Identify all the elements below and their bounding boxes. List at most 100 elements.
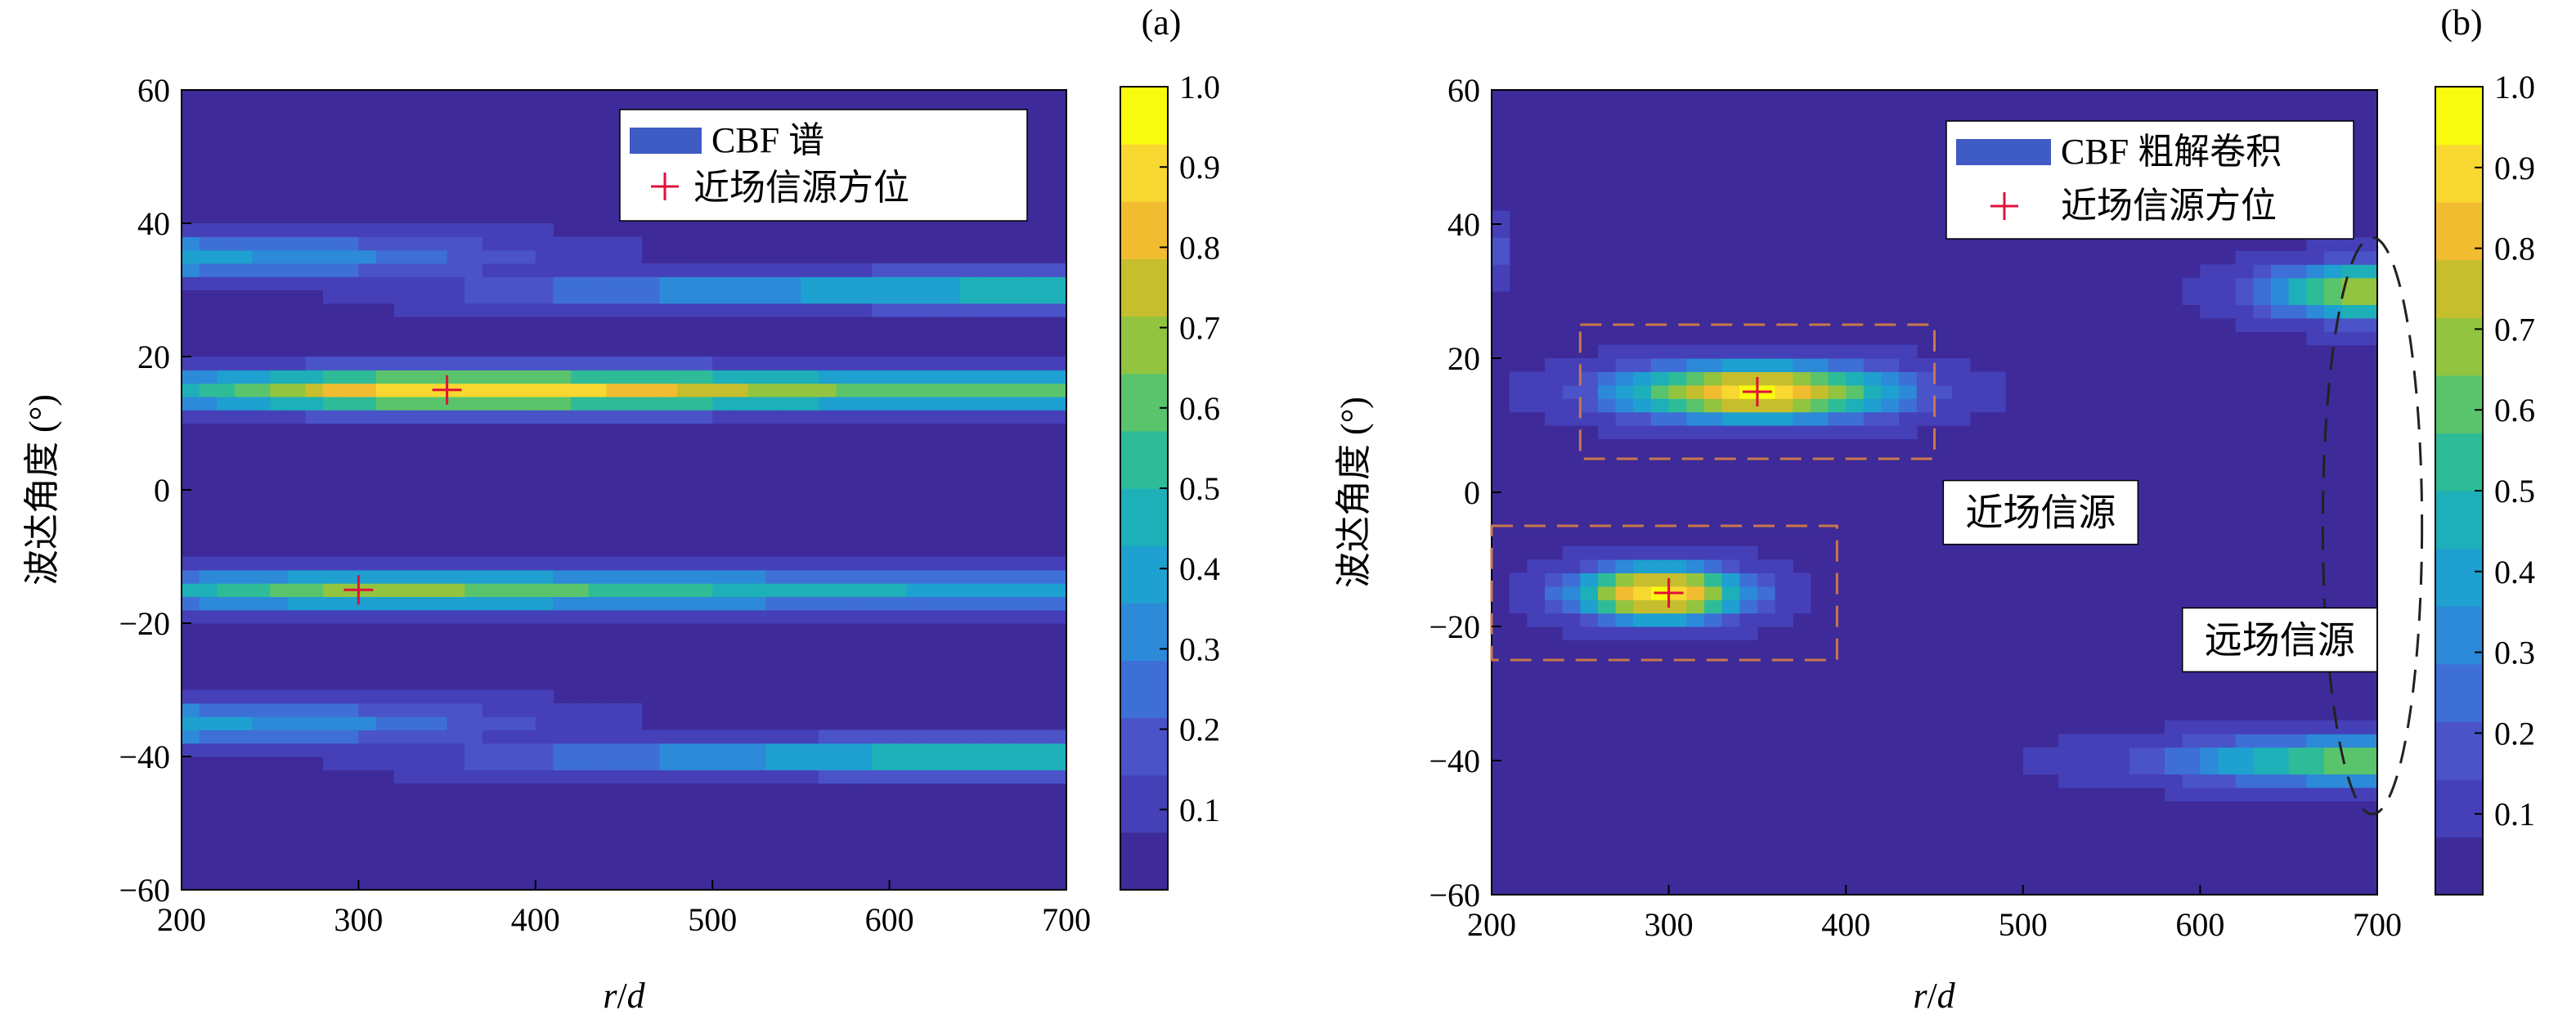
heatmap-cell xyxy=(1492,210,1510,225)
heatmap-cell xyxy=(1580,371,1599,386)
heatmap-cell xyxy=(1721,371,1740,386)
heatmap-cell xyxy=(234,596,254,611)
heatmap-cell xyxy=(1013,583,1032,597)
heatmap-cell xyxy=(518,290,536,304)
heatmap-cell xyxy=(1775,371,1793,386)
heatmap-cell xyxy=(765,290,784,304)
heatmap-cell xyxy=(1721,344,1740,359)
heatmap-cell xyxy=(624,396,643,411)
heatmap-cell xyxy=(1739,398,1758,413)
heatmap-cell xyxy=(2235,774,2254,788)
heatmap-cell xyxy=(606,743,625,757)
heatmap-cell xyxy=(1598,358,1617,372)
heatmap-cell xyxy=(1810,371,1829,386)
heatmap-cell xyxy=(464,556,483,571)
heatmap-cell xyxy=(2094,747,2112,761)
heatmap-cell xyxy=(1703,559,1723,573)
heatmap-cell xyxy=(553,303,572,317)
x-tick-label: 600 xyxy=(865,901,914,938)
heatmap-cell xyxy=(500,236,518,251)
heatmap-cell xyxy=(252,716,271,730)
heatmap-cell xyxy=(588,583,607,597)
heatmap-cell xyxy=(1775,398,1793,413)
heatmap-cell xyxy=(411,770,430,784)
heatmap-cell xyxy=(659,770,678,784)
heatmap-cell xyxy=(694,290,713,304)
heatmap-cell xyxy=(659,396,678,411)
heatmap-cell xyxy=(500,756,518,770)
colorbar-tick-label: 1.0 xyxy=(1179,69,1220,105)
heatmap-cell xyxy=(393,583,412,597)
heatmap-cell xyxy=(1916,398,1936,413)
heatmap-cell xyxy=(305,236,324,251)
heatmap-cell xyxy=(429,583,448,597)
heatmap-cell xyxy=(1615,545,1634,560)
heatmap-cell xyxy=(1863,384,1883,399)
heatmap-cell xyxy=(482,609,501,624)
heatmap-cell xyxy=(411,370,430,384)
heatmap-cell xyxy=(1739,545,1758,560)
y-tick-label: 40 xyxy=(137,205,170,242)
heatmap-cell xyxy=(2359,774,2377,788)
heatmap-cell xyxy=(889,383,908,397)
heatmap-cell xyxy=(747,569,766,584)
heatmap-cell xyxy=(606,770,625,784)
heatmap-cell xyxy=(182,263,200,277)
heatmap-cell xyxy=(2271,317,2290,332)
heatmap-cell xyxy=(2288,291,2307,305)
heatmap-cell xyxy=(287,716,306,730)
heatmap-cell xyxy=(270,357,289,370)
heatmap-cell xyxy=(729,770,748,784)
colorbar-segment xyxy=(2435,87,2483,146)
heatmap-cell xyxy=(588,370,607,384)
heatmap-cell xyxy=(2324,761,2343,774)
heatmap-cell xyxy=(270,249,289,264)
heatmap-cell xyxy=(2359,761,2377,774)
heatmap-cell xyxy=(2359,747,2377,761)
heatmap-cell xyxy=(819,263,837,277)
heatmap-cell xyxy=(995,770,1014,784)
heatmap-cell xyxy=(482,410,501,424)
heatmap-cell xyxy=(1633,358,1652,372)
heatmap-cell xyxy=(358,743,377,757)
heatmap-cell xyxy=(659,263,678,277)
heatmap-cell xyxy=(553,249,572,264)
heatmap-cell xyxy=(1934,398,1953,413)
heatmap-cell xyxy=(2271,250,2290,265)
y-tick-label: 40 xyxy=(1447,206,1480,243)
heatmap-cell xyxy=(836,770,855,784)
heatmap-cell xyxy=(783,263,801,277)
x-tick-label: 600 xyxy=(2175,906,2224,943)
heatmap-cell xyxy=(199,583,218,597)
heatmap-cell xyxy=(1650,572,1670,587)
heatmap-cell xyxy=(1650,545,1670,560)
heatmap-cell xyxy=(1527,398,1546,413)
heatmap-cell xyxy=(1668,398,1687,413)
heatmap-cell xyxy=(1509,572,1528,587)
heatmap-cell xyxy=(995,357,1014,370)
heatmap-cell xyxy=(924,263,944,277)
heatmap-cell xyxy=(960,290,979,304)
heatmap-cell xyxy=(1562,384,1581,399)
heatmap-cell xyxy=(305,596,324,611)
heatmap-cell xyxy=(606,569,625,584)
heatmap-cell xyxy=(641,357,660,370)
heatmap-cell xyxy=(518,303,536,317)
heatmap-cell xyxy=(234,370,254,384)
heatmap-cell xyxy=(518,223,536,237)
heatmap-cell xyxy=(305,383,324,397)
heatmap-cell xyxy=(482,370,501,384)
heatmap-cell xyxy=(924,609,944,624)
heatmap-cell xyxy=(340,569,359,584)
colorbar-segment xyxy=(2435,144,2483,203)
heatmap-cell xyxy=(641,276,660,291)
heatmap-cell xyxy=(376,263,395,277)
heatmap-cell xyxy=(712,370,731,384)
heatmap-cell xyxy=(1934,358,1953,372)
heatmap-cell xyxy=(270,556,289,571)
heatmap-cell xyxy=(2324,774,2343,788)
heatmap-cell xyxy=(1899,384,1918,399)
heatmap-cell xyxy=(447,357,465,370)
heatmap-cell xyxy=(323,263,342,277)
heatmap-cell xyxy=(411,303,430,317)
